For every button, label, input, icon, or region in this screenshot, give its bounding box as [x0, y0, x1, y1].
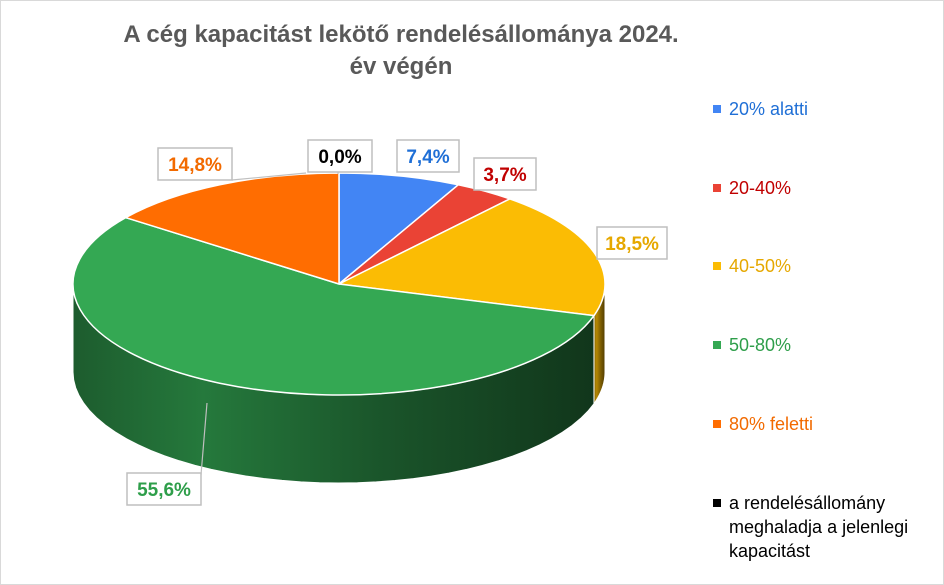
legend-swatch [713, 184, 721, 192]
legend-label: 50-80% [729, 335, 792, 355]
data-label-box-50-80 [126, 472, 202, 506]
legend-swatch [713, 105, 721, 113]
legend-label: 20-40% [729, 178, 792, 198]
legend-swatch [713, 499, 721, 507]
data-label-box-40-50 [596, 226, 668, 260]
data-label-box-20-40 [473, 157, 537, 191]
data-label-box-80-feletti [157, 147, 233, 181]
legend-item-80-feletti: 80% feletti [713, 412, 813, 436]
legend-swatch [713, 341, 721, 349]
pie-slice-20-alatti [338, 172, 460, 286]
data-label-50-80: 55,6% [137, 480, 191, 501]
legend-label: 80% feletti [729, 414, 814, 434]
legend-label: 20% alatti [729, 99, 809, 119]
legend-swatch [713, 262, 721, 270]
data-label-80-feletti: 14,8% [168, 155, 222, 176]
data-label-box-a-rendelesallomany-meghaladja-a-jelenlegi-kapacitast [307, 139, 373, 173]
legend-swatch [713, 420, 721, 428]
chart-title: A cég kapacitást lekötő rendelésállomány… [123, 21, 679, 80]
leader-line-50-80 [200, 402, 208, 476]
legend-label: 40-50% [729, 256, 792, 276]
data-label-a-rendelesallomany-meghaladja-a-jelenlegi-kapacitast: 0,0% [318, 147, 361, 168]
legend-item-40-50: 40-50% [713, 254, 791, 278]
pie-slice-80-feletti [123, 172, 340, 286]
legend-item-a-rendelesallomany-meghaladja-a-jelenlegi-kapacitast: a rendelésállomány meghaladja a jelenleg… [713, 491, 934, 563]
pie-slice-40-50 [336, 198, 606, 317]
data-label-20-alatti: 7,4% [406, 147, 449, 168]
data-label-40-50: 18,5% [605, 234, 659, 255]
data-label-box-20-alatti [396, 139, 460, 173]
leader-line-80-feletti [231, 172, 307, 181]
legend-item-50-80: 50-80% [713, 333, 791, 357]
data-label-20-40: 3,7% [483, 165, 526, 186]
legend-item-20-40: 20-40% [713, 176, 791, 200]
legend-item-20-alatti: 20% alatti [713, 97, 808, 121]
legend-label: a rendelésállomány meghaladja a jelenleg… [729, 493, 909, 561]
pie-slice-50-80 [72, 216, 596, 396]
